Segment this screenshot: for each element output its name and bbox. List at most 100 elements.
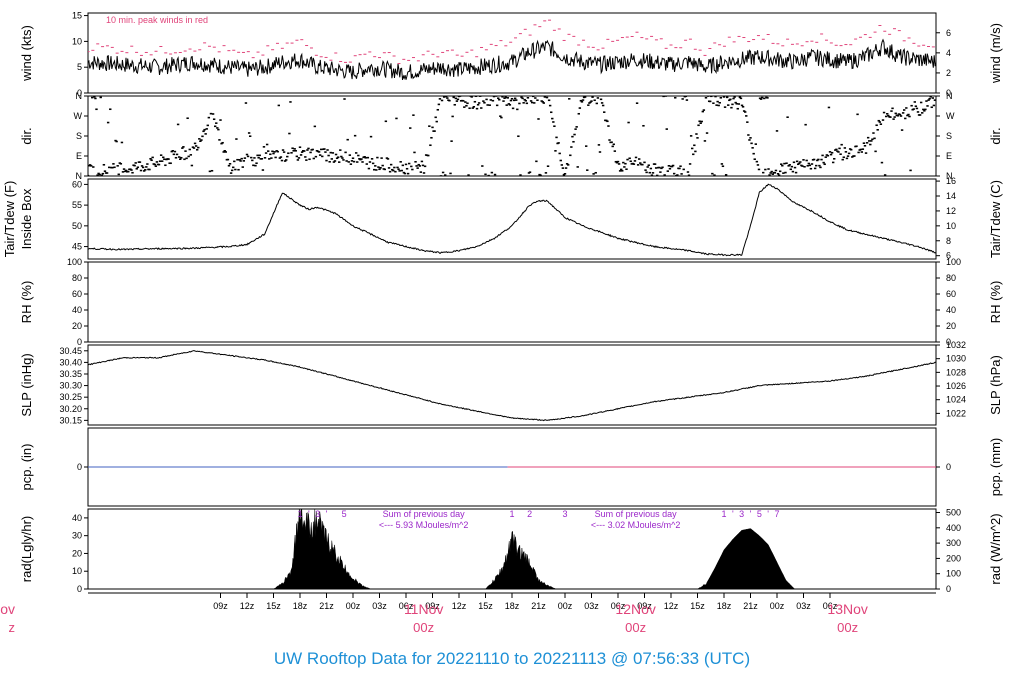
right-tick-label: 1022 [946,408,966,418]
time-tick-label: 18z [505,601,520,611]
hour-marker: 1 [721,509,726,519]
left-tick-label: 0 [77,462,82,472]
right-tick-label: 1030 [946,354,966,364]
right-tick-label: 1024 [946,395,966,405]
right-tick-label: N [946,171,953,181]
right-tick-label: 12 [946,206,956,216]
time-tick-label: 18z [717,601,732,611]
right-tick-label: 100 [946,569,961,579]
series-peak-winds [88,19,935,65]
left-tick-label: 0 [77,584,82,594]
left-tick-label: 60 [72,289,82,299]
day-label-hour: z [9,620,16,635]
left-tick-label: 0 [77,88,82,98]
hour-marker: ' [767,509,769,519]
right-tick-label: 1028 [946,367,966,377]
left-tick-label: 20 [72,321,82,331]
hour-marker: 1 [297,509,302,519]
plot-area [88,19,936,81]
hour-marker: 3 [562,509,567,519]
hour-marker: ' [326,509,328,519]
hour-marker: ' [308,509,310,519]
hour-marker: 5 [757,509,762,519]
y-axis-label-left: dir. [19,127,34,144]
left-tick-label: 55 [72,200,82,210]
time-tick-label: 00z [558,601,573,611]
left-tick-label: 10 [72,566,82,576]
right-tick-label: 100 [946,257,961,267]
time-tick-label: 15z [266,601,281,611]
right-tick-label: E [946,151,952,161]
right-tick-label: 6 [946,251,951,261]
hour-marker: 3 [315,509,320,519]
y-axis-label-left: rad(Lgly/hr) [19,516,34,582]
peak-annotation: 10 min. peak winds in red [106,15,208,25]
hour-marker: 2 [527,509,532,519]
time-tick-label: 21z [319,601,334,611]
time-tick-label: 12z [452,601,467,611]
series-wind-speed [88,38,936,81]
time-tick-label: 09z [213,601,228,611]
y-axis-label-left: Tair/Tdew (F) [2,181,17,258]
panel-frame [87,344,937,426]
left-tick-label: 30.15 [59,415,82,425]
panel-frame [87,12,937,94]
panel-pcp: 0 0 pcp. (in) pcp. (mm) [19,427,1003,507]
left-tick-label: 60 [72,179,82,189]
right-tick-label: 6 [946,28,951,38]
time-tick-label: 00z [770,601,785,611]
time-tick-label: 21z [743,601,758,611]
left-tick-label: 40 [72,305,82,315]
y-axis-label-right: RH (%) [988,281,1003,324]
y-axis-label-left-2: Inside Box [19,188,34,249]
day-label: ov [0,601,15,617]
right-tick-label: 60 [946,289,956,299]
right-tick-label: 8 [946,236,951,246]
right-tick-label: 1032 [946,340,966,350]
time-tick-label: 03z [796,601,811,611]
right-tick-label: 2 [946,68,951,78]
day-label-hour: 00z [625,620,646,635]
right-tick-label: 10 [946,221,956,231]
left-tick-label: 30.40 [59,357,82,367]
left-tick-label: 40 [72,513,82,523]
right-tick-label: W [946,111,955,121]
left-tick-label: 20 [72,548,82,558]
left-tick-label: 0 [77,337,82,347]
right-tick-label: 80 [946,273,956,283]
time-axis: 09z 12z 15z 18z 21z 00z 03z 06z 09z 12z 15z 18z 21z 0… [0,592,936,635]
right-tick-label: 500 [946,508,961,518]
right-tick-label: 0 [946,462,951,472]
series-slp [88,349,936,422]
left-tick-label: 50 [72,221,82,231]
y-axis-label-right: rad (W/m^2) [988,513,1003,584]
hour-marker: 1 [509,509,514,519]
right-tick-label: 0 [946,584,951,594]
day-label-hour: 00z [413,620,434,635]
day-label: 13Nov [827,601,867,617]
left-tick-label: 45 [72,242,82,252]
plot-area [88,96,936,176]
panel-temp: 45 50 55 60 6 8 10 12 14 16 Tair/Tdew (F) Inside Bo… [2,176,1003,261]
day-label-hour: 00z [837,620,858,635]
y-axis-label-left: wind (kts) [19,25,34,82]
plot-area [88,349,936,422]
left-tick-label: W [74,111,83,121]
left-tick-label: 30.20 [59,404,82,414]
hour-marker: ' [750,509,752,519]
right-tick-label: 16 [946,176,956,186]
panel-rh: 0 20 40 60 80 100 0 20 40 60 80 100 RH (%) RH (%) [19,257,1003,347]
rad-sum-annotation-line1: Sum of previous day [595,509,678,519]
left-tick-label: 80 [72,273,82,283]
rad-sum-annotation-line2: <--- 5.93 MJoules/m^2 [379,520,469,530]
hour-marker: ' [732,509,734,519]
series-temp [88,183,936,257]
right-tick-label: 14 [946,191,956,201]
left-tick-label: 30.30 [59,381,82,391]
right-tick-label: 4 [946,48,951,58]
hour-marker: 3 [739,509,744,519]
left-tick-label: 10 [72,36,82,46]
y-axis-label-right: Tair/Tdew (C) [988,180,1003,258]
